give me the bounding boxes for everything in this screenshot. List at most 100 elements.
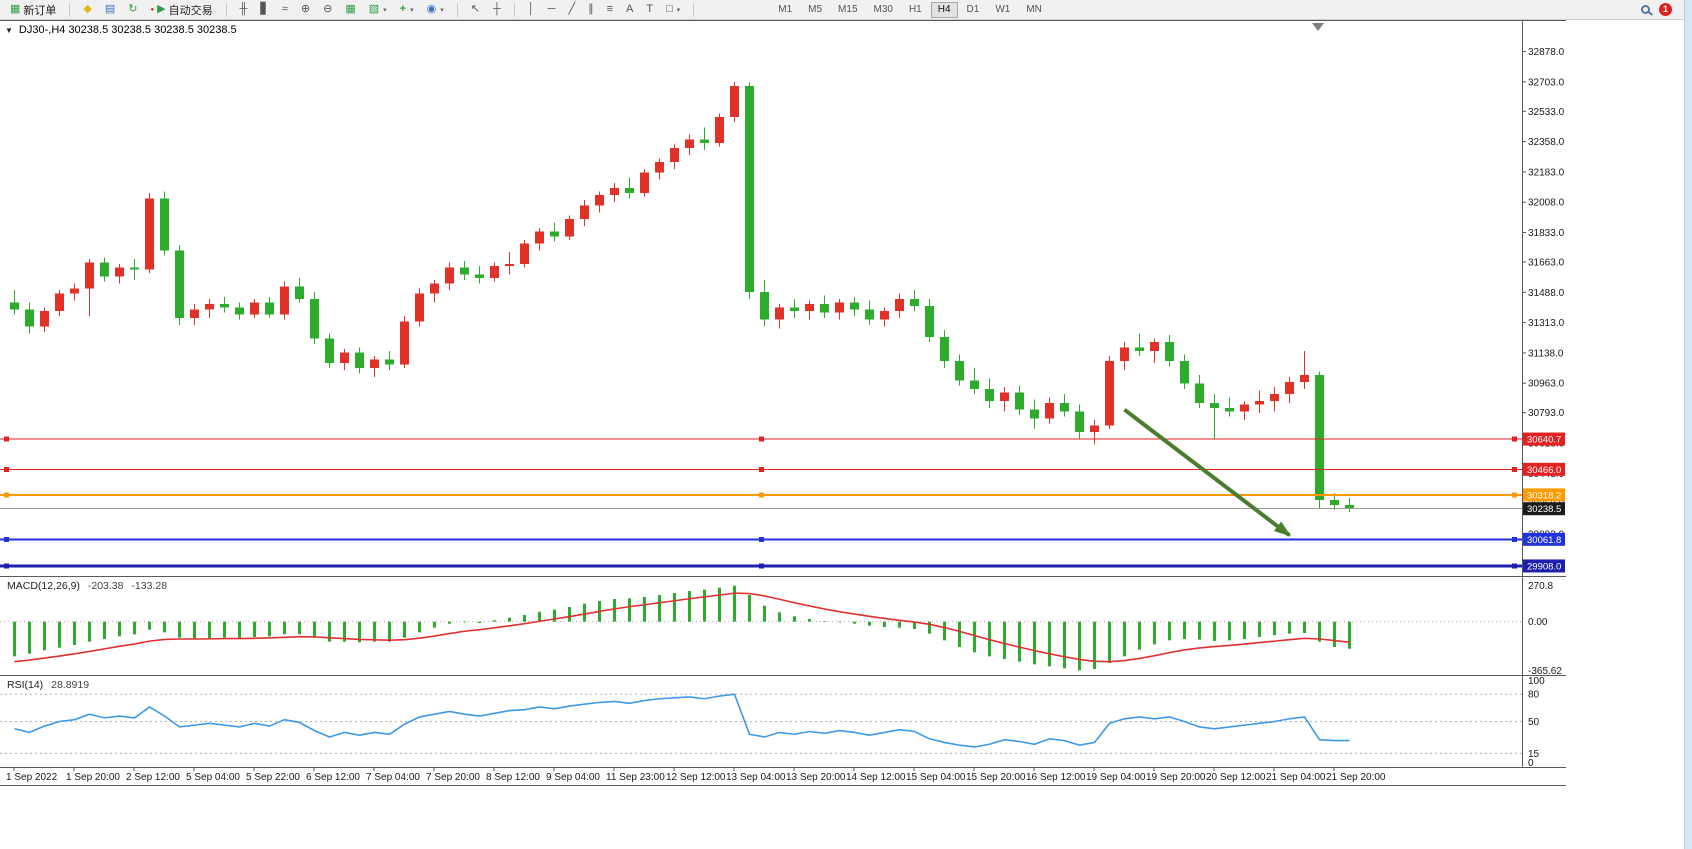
- panel-borders: [0, 20, 1566, 786]
- line-handle[interactable]: [4, 536, 9, 542]
- collapse-arrow-icon[interactable]: ▼: [5, 25, 13, 35]
- indicators-button[interactable]: + ▾: [394, 1, 420, 18]
- line-handle[interactable]: [4, 492, 9, 498]
- svg-text:31138.0: 31138.0: [1528, 348, 1564, 359]
- svg-text:20 Sep 12:00: 20 Sep 12:00: [1206, 772, 1266, 783]
- bar-chart-button[interactable]: ╫: [234, 1, 254, 18]
- macd-name: MACD(12,26,9): [7, 580, 80, 592]
- timeframe-h1-button[interactable]: H1: [902, 2, 929, 18]
- line-handle[interactable]: [1512, 466, 1517, 472]
- candlestick-chart-icon: ▋: [260, 3, 269, 15]
- period-button[interactable]: ◉ ▾: [421, 1, 450, 18]
- line-handle[interactable]: [4, 563, 9, 569]
- line-handle[interactable]: [759, 563, 764, 569]
- timeframe-w1-button[interactable]: W1: [988, 2, 1017, 18]
- tile-windows-button[interactable]: ▦: [339, 1, 361, 18]
- svg-text:32878.0: 32878.0: [1528, 47, 1565, 58]
- timeframe-m30-button[interactable]: M30: [867, 2, 900, 18]
- crosshair-button[interactable]: ┼: [487, 1, 507, 18]
- line-handle[interactable]: [759, 466, 764, 472]
- zoom-out-button[interactable]: ⊖: [317, 1, 338, 18]
- svg-text:7 Sep 20:00: 7 Sep 20:00: [426, 772, 480, 783]
- horizontal-line-icon: ─: [547, 3, 556, 15]
- chart-canvas[interactable]: 32878.0 32703.0 32533.0 32358.0 32183.0 32008…: [0, 20, 1566, 786]
- svg-text:15 Sep 04:00: 15 Sep 04:00: [906, 772, 966, 783]
- svg-text:30466.0: 30466.0: [1527, 465, 1561, 476]
- zoom-out-icon: ⊖: [323, 3, 333, 15]
- market-watch-button[interactable]: ◆: [77, 1, 97, 18]
- auto-trading-play-icon: ▶: [157, 3, 166, 15]
- svg-text:16 Sep 12:00: 16 Sep 12:00: [1026, 772, 1086, 783]
- search-icon[interactable]: [1641, 5, 1650, 14]
- line-handle[interactable]: [759, 536, 764, 542]
- rsi-label: RSI(14) 28.8919: [7, 679, 89, 691]
- toolbar-separator: [513, 2, 515, 17]
- svg-text:21 Sep 04:00: 21 Sep 04:00: [1266, 772, 1326, 783]
- svg-text:30963.0: 30963.0: [1528, 379, 1565, 390]
- svg-text:13 Sep 04:00: 13 Sep 04:00: [726, 772, 786, 783]
- data-window-button[interactable]: ▤: [99, 1, 121, 18]
- line-handle[interactable]: [1512, 492, 1517, 498]
- svg-text:30238.5: 30238.5: [1527, 504, 1561, 515]
- new-order-button[interactable]: ▦ 新订单: [4, 1, 62, 18]
- vertical-line-icon: │: [527, 3, 535, 15]
- fibonacci-button[interactable]: ≡: [601, 1, 619, 18]
- rsi-panel: 100 80 50 150: [0, 676, 1545, 769]
- vertical-scrollbar[interactable]: [1684, 0, 1692, 849]
- toolbar-separator: [69, 2, 71, 17]
- shift-marker-icon[interactable]: [1312, 23, 1324, 31]
- line-handle[interactable]: [4, 466, 9, 472]
- svg-text:2 Sep 12:00: 2 Sep 12:00: [126, 772, 180, 783]
- svg-text:6 Sep 12:00: 6 Sep 12:00: [306, 772, 360, 783]
- timeframe-d1-button[interactable]: D1: [960, 2, 987, 18]
- line-handle[interactable]: [759, 492, 764, 498]
- candlestick-chart-button[interactable]: ▋: [254, 1, 274, 18]
- new-order-label: 新订单: [23, 4, 57, 17]
- vertical-line-button[interactable]: │: [522, 1, 541, 18]
- line-chart-button[interactable]: ≈: [276, 1, 294, 18]
- toolbar-separator: [456, 2, 458, 17]
- trendline-button[interactable]: ╱: [562, 1, 581, 18]
- timeframe-m5-button[interactable]: M5: [801, 2, 829, 18]
- svg-text:1 Sep 2022: 1 Sep 2022: [6, 772, 58, 783]
- channel-button[interactable]: ∥: [582, 1, 600, 18]
- text-tool-button[interactable]: A: [620, 1, 639, 18]
- auto-trading-button[interactable]: ● ▶ 自动交易: [145, 1, 219, 18]
- trend-arrow[interactable]: [1123, 408, 1292, 537]
- shapes-button[interactable]: □ ▾: [660, 1, 686, 18]
- svg-text:31663.0: 31663.0: [1528, 257, 1565, 268]
- horizontal-line-button[interactable]: ─: [542, 1, 562, 18]
- refresh-button[interactable]: ↻: [122, 1, 143, 18]
- notification-badge[interactable]: 1: [1659, 3, 1672, 16]
- line-handle[interactable]: [759, 436, 764, 442]
- timeframe-h4-button[interactable]: H4: [930, 1, 958, 18]
- svg-text:32533.0: 32533.0: [1528, 107, 1565, 118]
- zoom-in-button[interactable]: ⊕: [295, 1, 316, 18]
- timeframe-toolbar: M1 M5 M15 M30 H1 H4 D1 W1 MN: [771, 1, 1049, 18]
- shapes-icon: □: [666, 3, 673, 15]
- market-watch-icon: ◆: [83, 3, 92, 15]
- timeframe-mn-button[interactable]: MN: [1019, 2, 1049, 18]
- new-order-icon: ▦: [10, 3, 21, 15]
- svg-text:13 Sep 20:00: 13 Sep 20:00: [786, 772, 846, 783]
- line-chart-icon: ≈: [281, 3, 288, 15]
- new-chart-button[interactable]: ▧ ▾: [363, 1, 393, 18]
- main-toolbar: ▦ 新订单 ◆ ▤ ↻ ● ▶ 自动交易 ╫ ▋ ≈ ⊕ ⊖ ▦ ▧ ▾ + ▾…: [0, 0, 1692, 20]
- timeframe-m15-button[interactable]: M15: [831, 2, 864, 18]
- line-handle[interactable]: [1512, 436, 1517, 442]
- svg-text:29908.0: 29908.0: [1527, 561, 1561, 572]
- channel-icon: ∥: [588, 3, 594, 15]
- cursor-button[interactable]: ↖: [465, 1, 486, 18]
- symbol-ohlc-label: DJ30-,H4 30238.5 30238.5 30238.5 30238.5: [18, 24, 237, 36]
- bar-chart-icon: ╫: [239, 3, 248, 15]
- data-window-icon: ▤: [104, 3, 116, 15]
- svg-text:9 Sep 04:00: 9 Sep 04:00: [546, 772, 600, 783]
- line-handle[interactable]: [1512, 563, 1517, 569]
- label-tool-button[interactable]: T: [640, 1, 659, 18]
- line-handle[interactable]: [1512, 536, 1517, 542]
- svg-text:270.8: 270.8: [1528, 581, 1553, 592]
- horizontal-lines[interactable]: [0, 436, 1522, 569]
- svg-text:50: 50: [1528, 717, 1540, 728]
- line-handle[interactable]: [4, 436, 9, 442]
- timeframe-m1-button[interactable]: M1: [771, 2, 799, 18]
